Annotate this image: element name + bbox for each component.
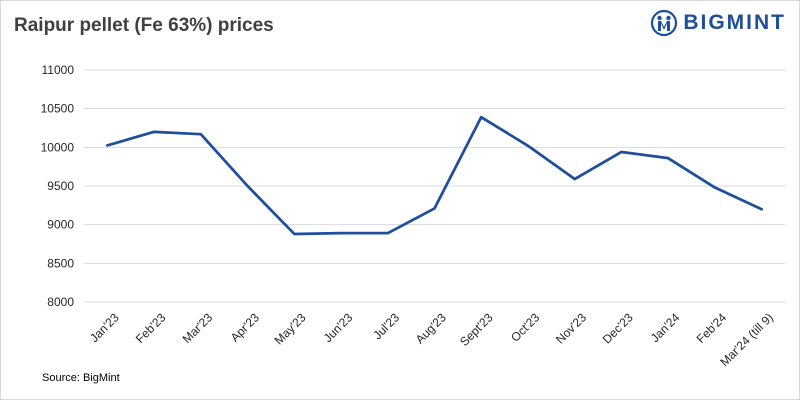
y-tick-label: 8500 [47,256,74,270]
x-tick-label: Oct'23 [508,310,542,344]
data-point [573,177,576,181]
y-tick-label: 10500 [41,102,75,116]
source-note: Source: BigMint [42,372,120,384]
data-point [152,130,156,134]
x-tick-label: Jun'23 [321,310,356,345]
gridlines [84,69,785,303]
series-layer [105,115,764,236]
data-point [526,144,530,147]
data-point [760,208,763,211]
data-point [620,150,623,154]
y-tick-label: 8000 [47,295,74,309]
x-tick-label: Jul'23 [370,310,402,342]
data-point [713,186,717,189]
x-tick-label: Feb'23 [133,310,169,346]
data-point [386,231,389,235]
series-line-0 [105,115,764,236]
brand-name: BIGMINT [683,11,786,34]
x-axis-ticks: Jan'23 Feb'23 Mar'23 Apr'23 May'23 Jun'23 Jul'… [87,310,776,369]
y-tick-label: 10000 [41,140,75,154]
x-tick-label: Jan'23 [87,310,122,345]
data-point [480,115,483,119]
brand-logo: BIGMINT [651,8,786,38]
data-point [339,231,343,235]
y-tick-label: 9500 [47,179,74,193]
data-point [293,232,296,236]
x-tick-label: May'23 [272,310,309,347]
y-tick-label: 9000 [47,218,74,232]
y-axis-ticks: 8000 8500 9000 9500 10000 10500 11000 [41,63,75,309]
x-tick-label: Dec'23 [600,310,636,346]
data-point [106,144,109,147]
y-tick-label: 11000 [42,63,75,77]
chart-title: Raipur pellet (Fe 63%) prices [14,15,274,36]
data-point [199,132,203,136]
x-tick-label: Sept'23 [457,310,496,349]
x-tick-label: Feb'24 [694,310,730,346]
data-point [433,207,436,210]
bigmint-logo-icon [651,9,678,37]
x-tick-label: Aug'23 [413,310,449,346]
x-tick-label: Apr'23 [228,310,262,344]
data-point [246,184,249,188]
x-tick-label: Mar'23 [180,310,216,346]
x-tick-label: Jan'24 [648,310,683,345]
data-point [666,156,670,160]
x-tick-label: Nov'23 [553,310,589,346]
